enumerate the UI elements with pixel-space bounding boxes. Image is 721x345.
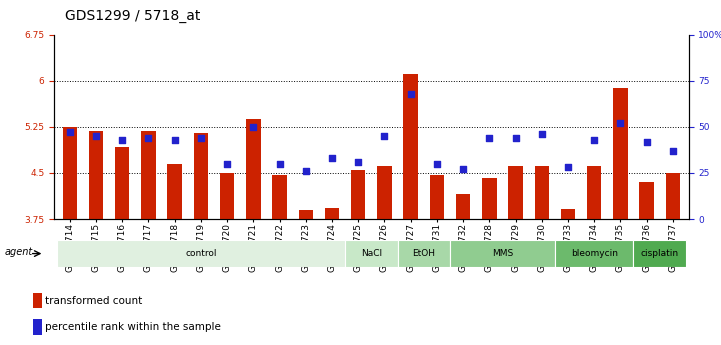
- Bar: [665, 173, 680, 219]
- Point: [90, 133, 102, 139]
- Bar: [450, 240, 555, 267]
- Bar: [194, 133, 208, 219]
- Point: [562, 165, 574, 170]
- Point: [274, 161, 286, 167]
- Bar: [246, 119, 260, 219]
- Text: cisplatin: cisplatin: [641, 249, 678, 258]
- Bar: [141, 131, 156, 219]
- Bar: [167, 164, 182, 219]
- Point: [221, 161, 233, 167]
- Bar: [33, 319, 42, 335]
- Bar: [33, 293, 42, 308]
- Point: [247, 124, 259, 130]
- Text: percentile rank within the sample: percentile rank within the sample: [45, 322, 221, 332]
- Point: [405, 91, 417, 96]
- Text: control: control: [185, 249, 216, 258]
- Bar: [57, 240, 345, 267]
- Bar: [324, 208, 339, 219]
- Bar: [377, 166, 392, 219]
- Point: [641, 139, 653, 144]
- Point: [300, 168, 311, 174]
- Bar: [115, 147, 130, 219]
- Point: [431, 161, 443, 167]
- Point: [379, 133, 390, 139]
- Bar: [397, 240, 450, 267]
- Point: [169, 137, 180, 142]
- Bar: [220, 173, 234, 219]
- Bar: [456, 195, 470, 219]
- Point: [195, 135, 207, 141]
- Bar: [482, 178, 497, 219]
- Point: [117, 137, 128, 142]
- Point: [64, 130, 76, 135]
- Point: [457, 167, 469, 172]
- Point: [326, 155, 337, 161]
- Point: [588, 137, 600, 142]
- Bar: [640, 182, 654, 219]
- Bar: [634, 240, 686, 267]
- Text: transformed count: transformed count: [45, 296, 142, 306]
- Bar: [430, 175, 444, 219]
- Point: [536, 131, 547, 137]
- Point: [143, 135, 154, 141]
- Bar: [298, 210, 313, 219]
- Bar: [351, 170, 366, 219]
- Bar: [561, 209, 575, 219]
- Bar: [534, 166, 549, 219]
- Point: [353, 159, 364, 165]
- Text: EtOH: EtOH: [412, 249, 435, 258]
- Bar: [508, 166, 523, 219]
- Bar: [404, 75, 418, 219]
- Text: bleomycin: bleomycin: [570, 249, 618, 258]
- Point: [667, 148, 678, 154]
- Point: [484, 135, 495, 141]
- Bar: [89, 131, 103, 219]
- Text: NaCl: NaCl: [360, 249, 382, 258]
- Text: MMS: MMS: [492, 249, 513, 258]
- Text: GDS1299 / 5718_at: GDS1299 / 5718_at: [65, 9, 200, 23]
- Point: [614, 120, 626, 126]
- Bar: [587, 166, 601, 219]
- Bar: [345, 240, 397, 267]
- Bar: [613, 88, 627, 219]
- Bar: [273, 175, 287, 219]
- Point: [510, 135, 521, 141]
- Bar: [63, 127, 77, 219]
- Text: agent: agent: [4, 247, 32, 257]
- Bar: [555, 240, 634, 267]
